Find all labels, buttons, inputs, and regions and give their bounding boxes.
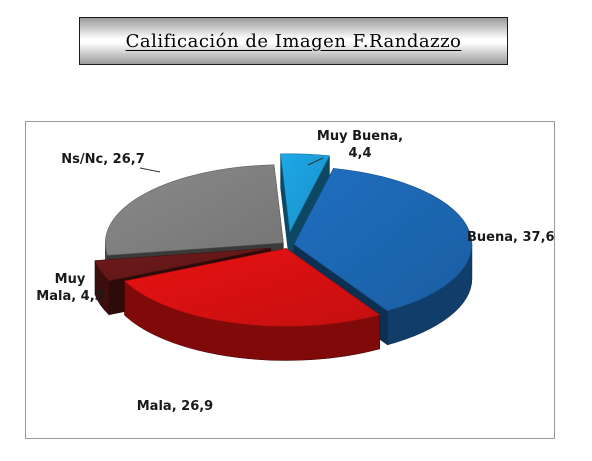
leader-line-muy-buena — [307, 157, 324, 166]
slice-mala — [123, 248, 381, 327]
data-label-mala: Mala, 26,9 — [137, 399, 213, 414]
data-labels: Muy Buena, 4,4 Buena, 37,6 Mala, 26,9 Muy Mal… — [36, 129, 554, 414]
pie-tops — [94, 153, 473, 327]
slice-muy-buena — [280, 153, 330, 233]
chart-title-box: Calificación de Imagen F.Randazzo — [79, 17, 508, 65]
data-label-muy-mala: Muy Mala, 4,3 — [36, 272, 103, 304]
slice-buena — [293, 168, 473, 312]
slice-muy-mala — [94, 247, 271, 282]
slice-ns-nc — [105, 164, 284, 256]
chart-title: Calificación de Imagen F.Randazzo — [125, 30, 462, 52]
data-label-ns-nc: Ns/Nc, 26,7 — [61, 152, 145, 167]
data-label-muy-buena: Muy Buena, 4,4 — [317, 129, 403, 161]
data-label-buena: Buena, 37,6 — [467, 230, 555, 245]
leader-line-ns-nc — [139, 167, 161, 173]
